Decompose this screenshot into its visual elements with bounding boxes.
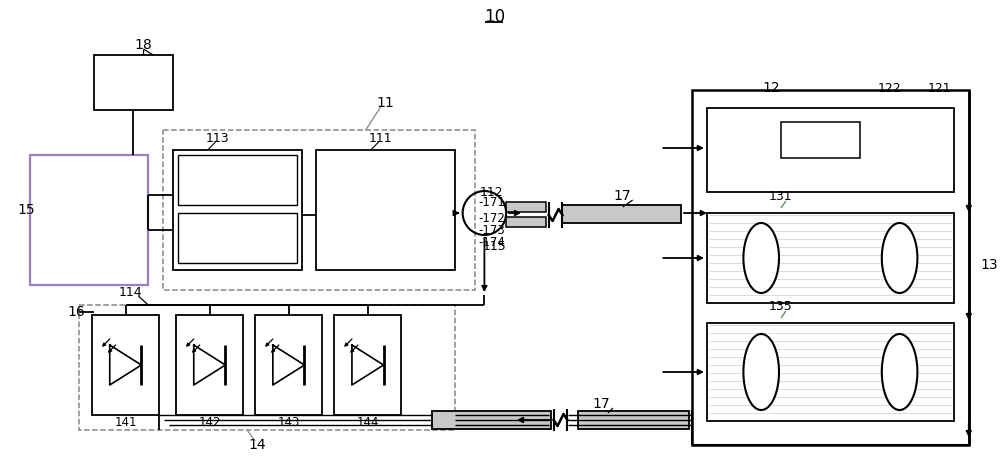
Polygon shape bbox=[194, 345, 225, 385]
Polygon shape bbox=[743, 223, 779, 293]
Text: 111: 111 bbox=[369, 132, 392, 144]
Bar bbox=[702, 318, 959, 428]
Polygon shape bbox=[743, 334, 779, 410]
Text: 17: 17 bbox=[592, 397, 610, 411]
Text: 114: 114 bbox=[119, 287, 142, 300]
Text: -172: -172 bbox=[478, 212, 505, 226]
Polygon shape bbox=[273, 345, 304, 385]
Text: 122: 122 bbox=[878, 82, 902, 94]
Bar bbox=[506, 217, 546, 227]
Text: 131: 131 bbox=[769, 191, 793, 203]
Bar bbox=[173, 150, 302, 270]
Bar bbox=[163, 130, 475, 290]
Text: 13: 13 bbox=[981, 258, 998, 272]
Bar bbox=[707, 108, 954, 192]
Bar bbox=[79, 305, 455, 430]
Text: 11: 11 bbox=[377, 96, 394, 110]
Text: 143: 143 bbox=[277, 416, 300, 430]
Bar bbox=[94, 55, 173, 110]
Text: 17: 17 bbox=[613, 189, 631, 203]
Bar bbox=[692, 90, 969, 445]
Text: 14: 14 bbox=[248, 438, 266, 452]
Text: 121: 121 bbox=[927, 82, 951, 94]
Text: -173: -173 bbox=[478, 225, 505, 237]
Bar bbox=[432, 411, 551, 429]
Polygon shape bbox=[882, 223, 917, 293]
Polygon shape bbox=[352, 345, 384, 385]
Text: 135: 135 bbox=[769, 301, 793, 313]
Bar bbox=[707, 323, 954, 421]
Text: 113: 113 bbox=[206, 132, 229, 144]
Text: 144: 144 bbox=[356, 416, 379, 430]
Bar bbox=[334, 315, 401, 415]
Bar bbox=[316, 150, 455, 270]
Text: 18: 18 bbox=[134, 38, 152, 52]
Bar bbox=[178, 213, 297, 263]
Text: 16: 16 bbox=[67, 305, 85, 319]
Text: 141: 141 bbox=[114, 416, 137, 430]
Bar bbox=[178, 155, 297, 205]
Bar bbox=[707, 213, 954, 303]
Text: 142: 142 bbox=[198, 416, 221, 430]
Text: -174: -174 bbox=[478, 236, 505, 248]
Text: 15: 15 bbox=[18, 203, 35, 217]
Text: 10: 10 bbox=[484, 8, 505, 26]
Bar bbox=[781, 122, 860, 158]
Bar bbox=[255, 315, 322, 415]
Bar bbox=[30, 155, 148, 285]
Bar bbox=[92, 315, 159, 415]
Bar bbox=[702, 100, 959, 200]
Text: 115: 115 bbox=[482, 241, 506, 253]
Bar bbox=[702, 208, 959, 308]
Bar bbox=[562, 205, 681, 223]
Bar bbox=[578, 411, 689, 429]
Bar bbox=[506, 202, 546, 212]
Polygon shape bbox=[882, 334, 917, 410]
Text: 112: 112 bbox=[480, 185, 503, 199]
Text: -171: -171 bbox=[478, 195, 505, 209]
Bar bbox=[176, 315, 243, 415]
Polygon shape bbox=[110, 345, 141, 385]
Text: 12: 12 bbox=[762, 81, 780, 95]
